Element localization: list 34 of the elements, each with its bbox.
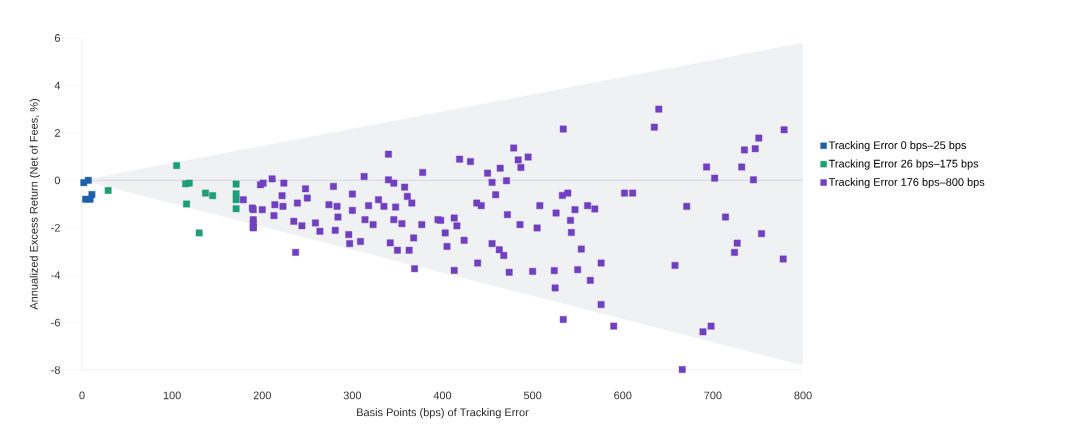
x-tick-label: 0 bbox=[79, 391, 85, 400]
point bbox=[232, 180, 240, 188]
point bbox=[232, 196, 240, 204]
point bbox=[80, 179, 88, 187]
y-tick-label: 4 bbox=[54, 81, 61, 90]
point bbox=[183, 200, 190, 208]
legend-label: Tracking Error 176 bps–800 bps bbox=[828, 177, 985, 189]
point bbox=[232, 205, 240, 213]
point bbox=[86, 195, 94, 203]
y-tick-label: -2 bbox=[51, 223, 60, 232]
y-tick-label: -8 bbox=[51, 366, 60, 374]
point bbox=[104, 187, 112, 194]
y-axis-title: Annualized Excess Return (Net of Fees, %) bbox=[29, 99, 40, 310]
point bbox=[173, 162, 181, 169]
x-tick-label: 200 bbox=[253, 391, 271, 400]
legend-label: Tracking Error 0 bps–25 bps bbox=[828, 141, 967, 152]
x-tick-label: 400 bbox=[433, 391, 452, 400]
point bbox=[232, 190, 240, 198]
y-tick-label: 6 bbox=[54, 34, 60, 42]
x-tick-label: 300 bbox=[343, 391, 362, 400]
x-tick-label: 500 bbox=[523, 391, 542, 400]
legend-label: Tracking Error 26 bps–175 bps bbox=[828, 159, 979, 170]
x-tick-label: 800 bbox=[794, 391, 812, 400]
x-tick-label: 100 bbox=[163, 391, 181, 400]
x-tick-label: 600 bbox=[614, 391, 632, 400]
x-axis-title: Basis Points (bps) of Tracking Error bbox=[357, 408, 529, 419]
y-tick-label: 0 bbox=[54, 176, 61, 185]
point bbox=[202, 189, 209, 197]
y-tick-label: -4 bbox=[51, 271, 61, 279]
y-tick-label: -6 bbox=[51, 318, 60, 327]
x-tick-label: 700 bbox=[704, 391, 722, 400]
y-tick-label: 2 bbox=[54, 129, 60, 137]
point bbox=[209, 192, 217, 200]
point bbox=[195, 229, 203, 237]
